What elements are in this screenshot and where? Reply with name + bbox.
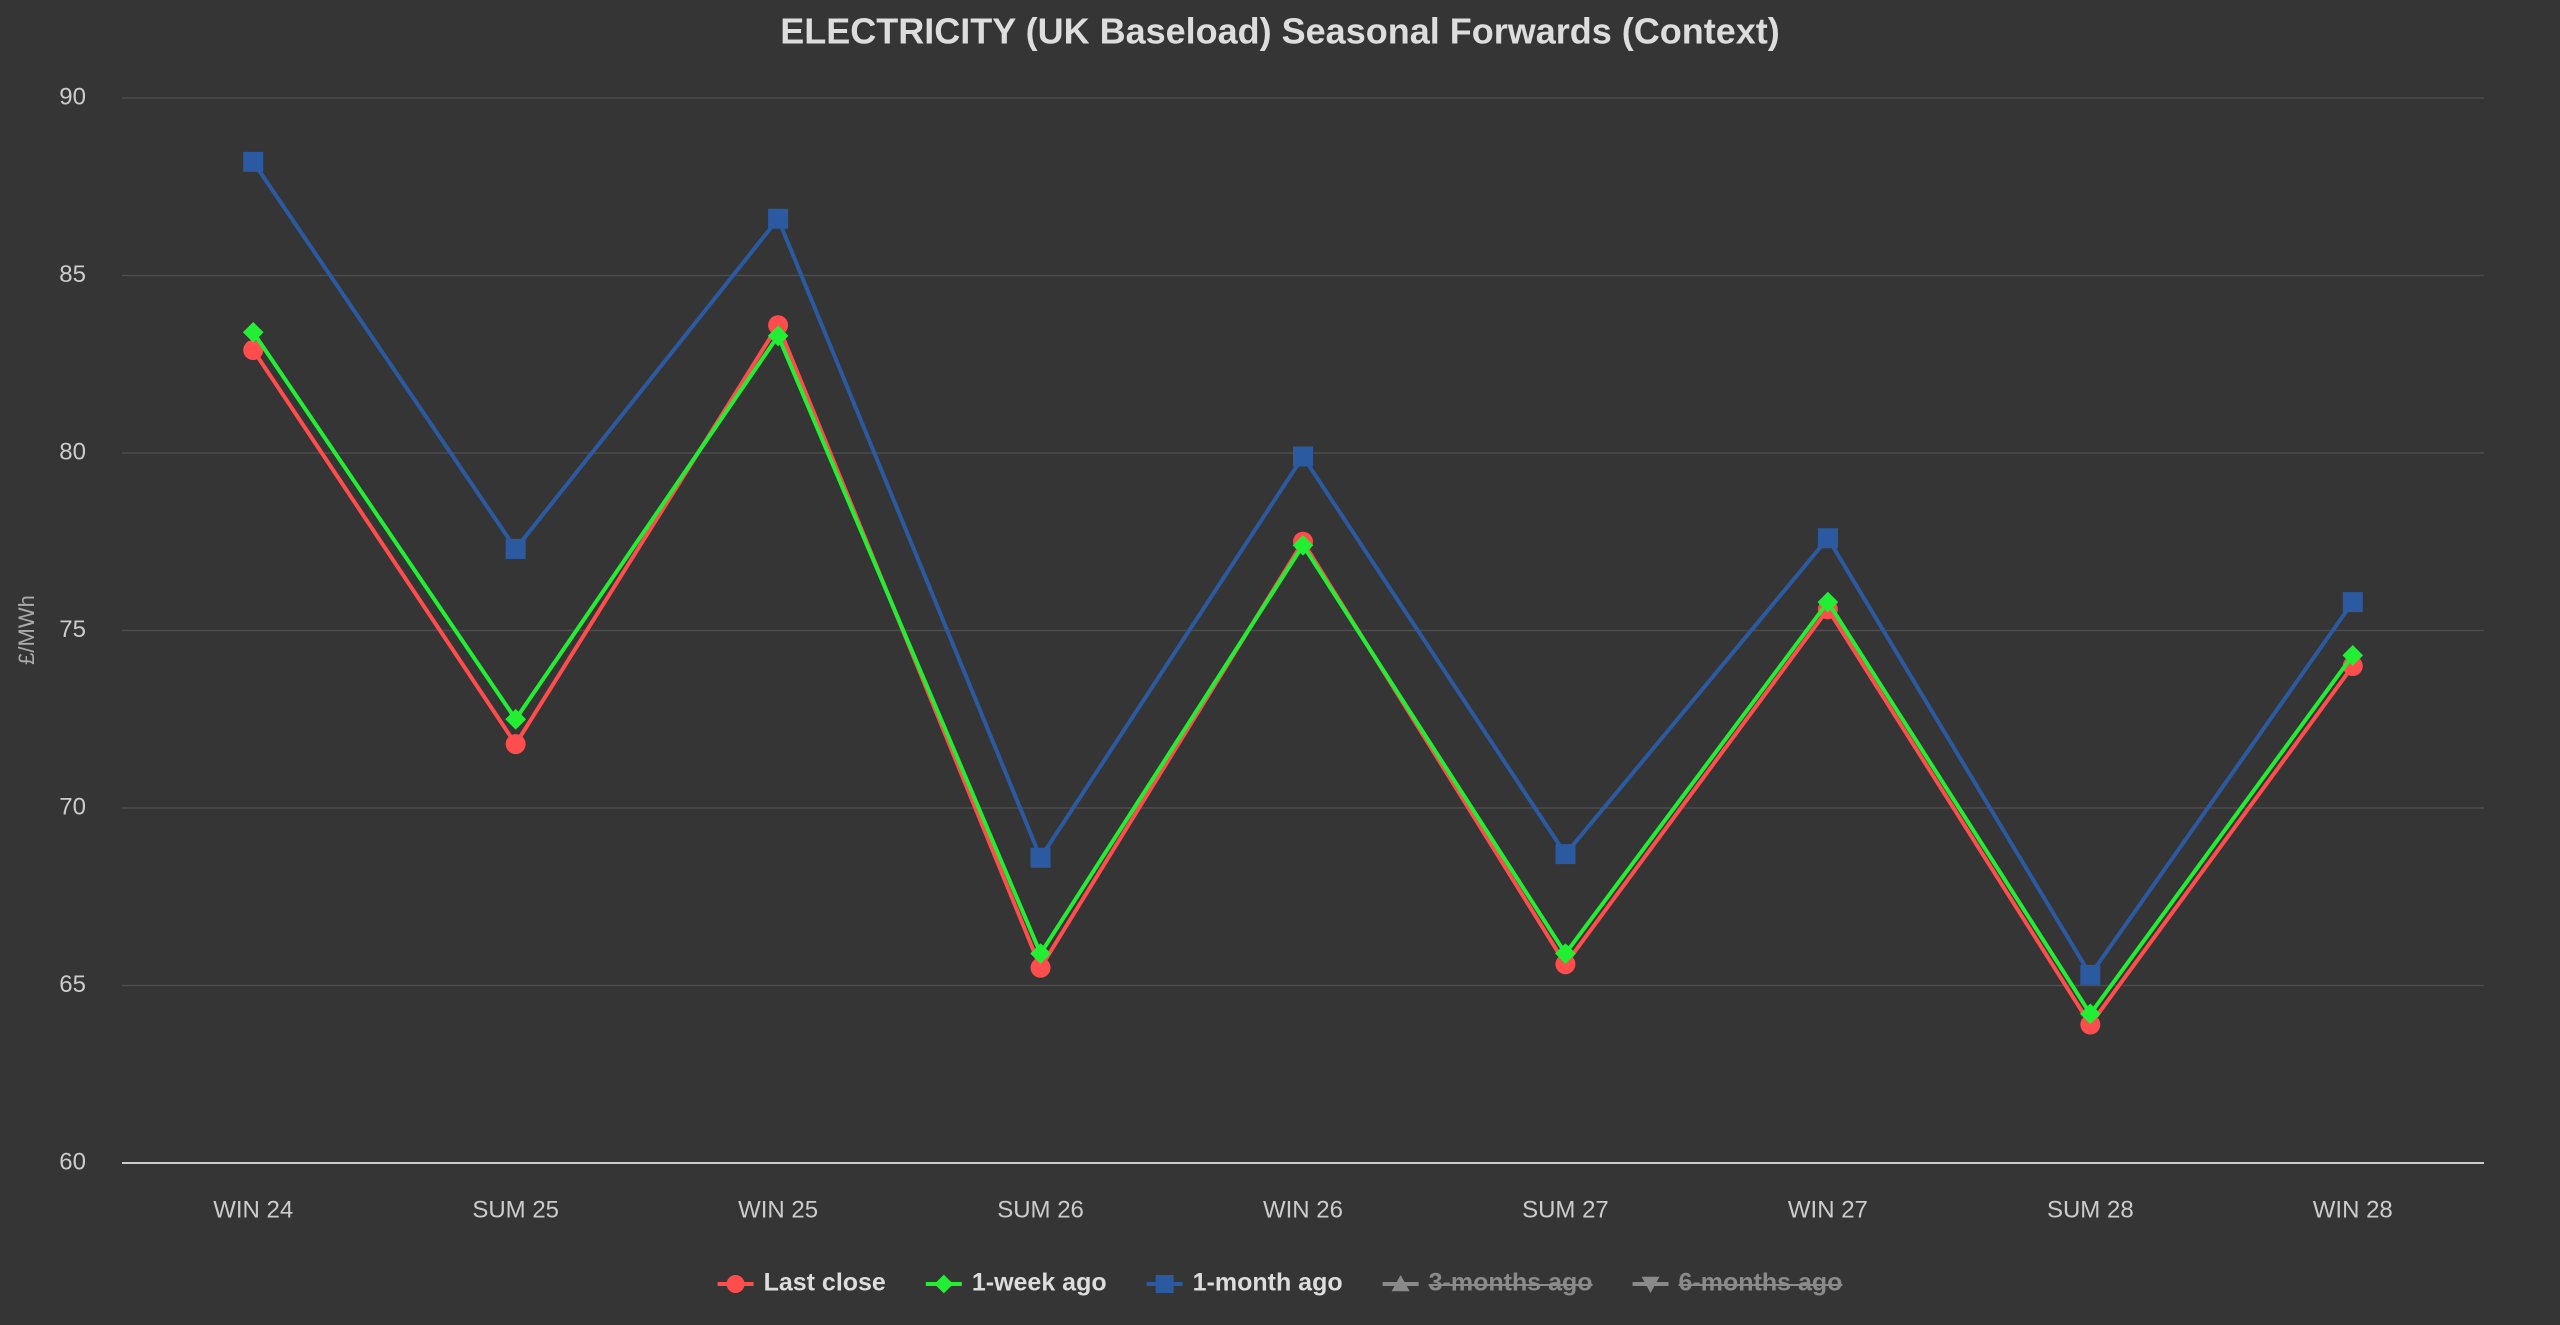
series-line — [251, 331, 2355, 1016]
data-point — [767, 325, 789, 347]
x-tick-label: SUM 28 — [2047, 1196, 2134, 1223]
data-point — [1817, 591, 1839, 613]
legend-item[interactable]: 6-months ago — [1632, 1269, 1843, 1297]
legend-label: 3-months ago — [1429, 1269, 1593, 1297]
data-point — [1555, 844, 1576, 865]
data-point — [1293, 446, 1313, 467]
data-point — [1555, 943, 1576, 964]
legend-symbol — [726, 1275, 745, 1293]
x-tick-label: WIN 25 — [738, 1196, 818, 1223]
data-point — [1030, 943, 1051, 964]
data-point — [2080, 964, 2101, 985]
legend-item[interactable]: 1-week ago — [925, 1269, 1107, 1297]
legend-symbol — [934, 1274, 954, 1294]
data-point — [768, 208, 789, 229]
data-point — [2079, 1003, 2101, 1025]
x-tick-label: WIN 26 — [1263, 1196, 1343, 1223]
legend-symbol — [1391, 1275, 1410, 1292]
y-tick-label: 70 — [59, 793, 86, 820]
legend-item[interactable]: 1-month ago — [1146, 1269, 1343, 1297]
data-point — [1555, 954, 1576, 975]
chart-title: ELECTRICITY (UK Baseload) Seasonal Forwa… — [780, 11, 1780, 52]
data-point — [243, 151, 264, 172]
y-axis-label: £/MWh — [14, 595, 39, 665]
data-point — [243, 340, 264, 361]
x-tick-label: WIN 24 — [213, 1196, 293, 1223]
legend-label: Last close — [764, 1269, 886, 1297]
y-tick-label: 85 — [59, 261, 86, 288]
legend-item[interactable]: Last close — [717, 1269, 886, 1297]
legend-symbol — [1641, 1276, 1660, 1293]
y-tick-label: 75 — [59, 616, 86, 643]
x-tick-label: SUM 26 — [997, 1196, 1084, 1223]
data-point — [505, 734, 526, 755]
legend-label: 1-week ago — [972, 1269, 1107, 1297]
data-point — [2080, 1014, 2101, 1035]
y-tick-label: 65 — [59, 971, 86, 998]
data-point — [242, 321, 264, 343]
y-tick-label: 80 — [59, 438, 86, 465]
data-point — [505, 708, 527, 730]
series-line — [251, 323, 2355, 1027]
y-tick-label: 60 — [59, 1148, 86, 1175]
legend-item[interactable]: 3-months ago — [1382, 1269, 1593, 1297]
x-tick-label: WIN 28 — [2313, 1196, 2393, 1223]
legend-label: 6-months ago — [1679, 1269, 1843, 1297]
legend-label: 1-month ago — [1193, 1269, 1343, 1297]
data-point — [1292, 534, 1314, 556]
x-tick-label: SUM 27 — [1522, 1196, 1609, 1223]
data-point — [1030, 847, 1051, 868]
y-tick-label: 90 — [59, 83, 86, 110]
x-tick-label: WIN 27 — [1788, 1196, 1868, 1223]
data-point — [505, 538, 526, 559]
x-tick-label: SUM 25 — [472, 1196, 559, 1223]
series-line — [251, 160, 2355, 977]
data-point — [2342, 645, 2364, 666]
legend-symbol — [1155, 1275, 1174, 1293]
data-point — [2342, 592, 2363, 613]
legend: Last close 1-week ago 1-month ago 3-months … — [717, 1269, 1843, 1297]
data-point — [1817, 528, 1838, 549]
data-point — [768, 315, 789, 336]
data-point — [1030, 957, 1051, 978]
